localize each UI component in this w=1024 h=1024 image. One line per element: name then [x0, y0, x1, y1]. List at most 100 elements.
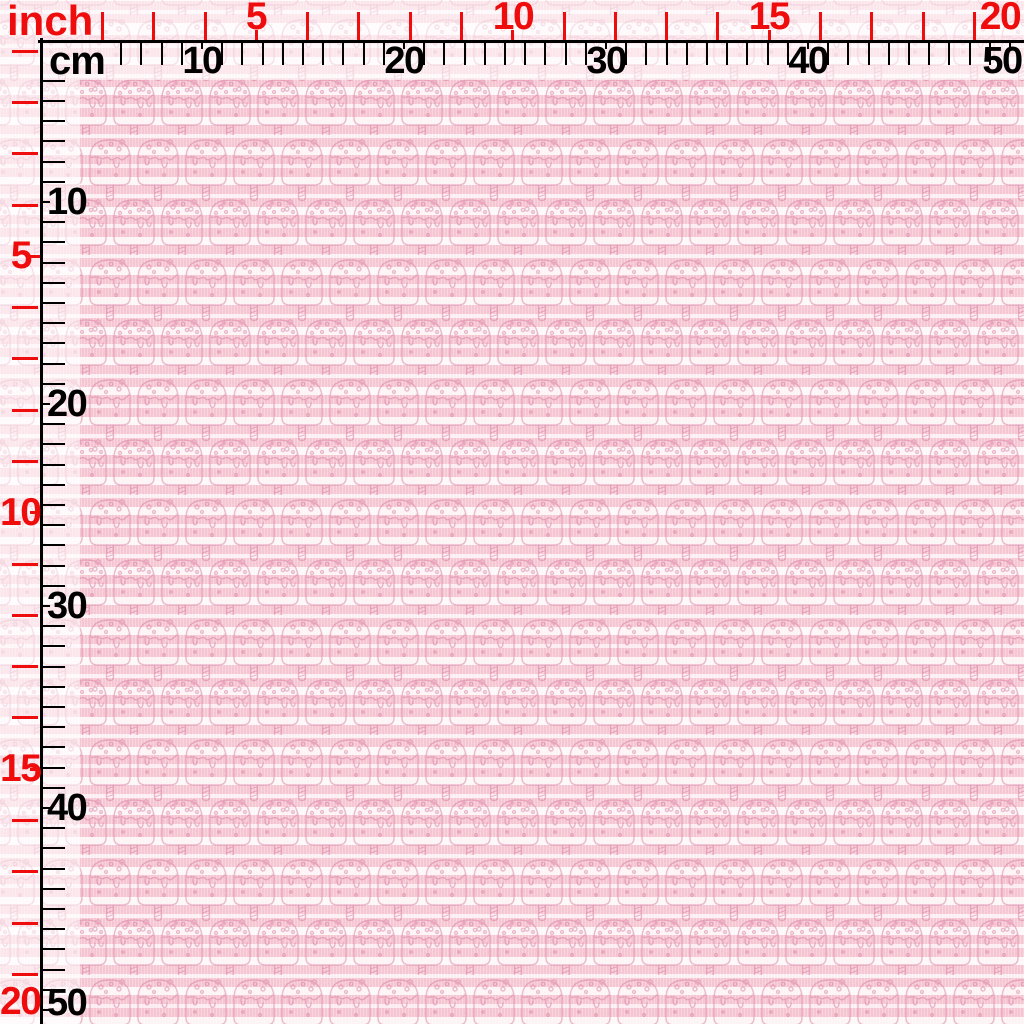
top-cm-tick	[706, 43, 708, 65]
top-cm-tick	[565, 43, 567, 65]
left-cm-tick	[42, 181, 65, 183]
left-cm-tick	[42, 262, 65, 264]
top-cm-tick	[504, 43, 506, 65]
top-cm-label: 10	[182, 40, 223, 82]
left-cm-tick	[42, 221, 65, 223]
left-inch-tick	[12, 50, 38, 53]
top-inch-tick	[819, 12, 822, 40]
top-cm-tick	[787, 43, 789, 65]
top-inch-tick	[563, 12, 566, 40]
left-cm-label: 30	[47, 585, 88, 627]
top-inch-tick	[152, 12, 155, 40]
top-cm-tick	[928, 43, 930, 65]
left-cm-tick	[42, 342, 65, 344]
top-cm-tick	[726, 43, 728, 65]
top-cm-tick	[221, 43, 223, 65]
top-cm-tick	[363, 43, 365, 65]
top-cm-tick	[989, 43, 991, 65]
left-cm-tick	[42, 746, 65, 748]
left-inch-tick	[12, 101, 38, 104]
top-cm-tick	[645, 43, 647, 65]
left-cm-tick	[42, 544, 65, 546]
left-inch-tick	[12, 357, 38, 360]
left-cm-tick	[42, 302, 65, 304]
left-cm-major-tick	[41, 403, 50, 405]
top-cm-tick	[847, 43, 849, 65]
top-cm-tick	[302, 43, 304, 65]
top-cm-tick	[868, 43, 870, 65]
left-inch-tick	[12, 716, 38, 719]
left-inch-tick	[12, 973, 38, 976]
top-cm-tick	[383, 43, 385, 65]
left-cm-major-tick	[41, 1009, 50, 1011]
top-cm-tick	[262, 43, 264, 65]
top-inch-tick	[716, 12, 719, 40]
left-cm-tick	[42, 565, 65, 567]
top-cm-label: 20	[384, 40, 425, 82]
left-cm-tick	[42, 140, 65, 142]
left-cm-label: 10	[47, 181, 88, 223]
left-cm-tick	[42, 100, 65, 102]
top-cm-major-tick	[403, 43, 405, 49]
left-cm-tick	[42, 908, 65, 910]
cm-unit-label: cm	[49, 39, 106, 83]
left-inch-major-tick	[30, 511, 40, 514]
left-cm-tick	[42, 827, 65, 829]
top-cm-tick	[241, 43, 243, 65]
left-cm-tick	[42, 464, 65, 466]
top-cm-tick	[969, 43, 971, 65]
left-cm-label: 50	[47, 982, 88, 1024]
left-inch-tick	[12, 870, 38, 873]
left-cm-tick	[42, 161, 65, 163]
left-inch-tick	[12, 152, 38, 155]
left-cm-major-tick	[41, 807, 50, 809]
left-inch-tick	[12, 665, 38, 668]
top-inch-tick	[204, 12, 207, 40]
top-cm-tick	[464, 43, 466, 65]
top-cm-tick	[686, 43, 688, 65]
left-cm-tick	[42, 989, 65, 991]
top-cm-tick	[625, 43, 627, 65]
top-cm-label: 50	[982, 40, 1023, 82]
left-inch-tick	[12, 922, 38, 925]
left-cm-label: 40	[47, 787, 88, 829]
left-cm-tick	[42, 868, 65, 870]
left-inch-label: 20	[0, 980, 42, 1023]
top-cm-tick	[342, 43, 344, 65]
left-cm-tick	[42, 948, 65, 950]
left-cm-major-tick	[41, 201, 50, 203]
top-inch-label: 10	[492, 0, 535, 38]
left-cm-tick	[42, 443, 65, 445]
left-cm-major-tick	[41, 605, 50, 607]
top-inch-tick	[101, 12, 104, 40]
top-cm-tick	[888, 43, 890, 65]
left-cm-tick	[42, 120, 65, 122]
top-cm-tick	[948, 43, 950, 65]
top-inch-label: 20	[979, 0, 1022, 38]
top-cm-tick	[120, 43, 122, 65]
left-ruler-baseline	[40, 38, 43, 1024]
top-inch-label: 5	[245, 0, 268, 38]
left-inch-label: 5	[10, 234, 33, 277]
left-inch-label: 15	[0, 747, 42, 790]
top-cm-tick	[585, 43, 587, 65]
left-cm-tick	[42, 726, 65, 728]
top-cm-label: 40	[788, 40, 829, 82]
top-inch-tick	[922, 12, 925, 40]
left-inch-tick	[12, 306, 38, 309]
top-cm-tick	[161, 43, 163, 65]
top-inch-tick	[409, 12, 412, 40]
top-cm-major-tick	[1009, 43, 1011, 49]
left-cm-tick	[42, 787, 65, 789]
top-cm-major-tick	[605, 43, 607, 49]
top-cm-tick	[767, 43, 769, 65]
top-inch-major-tick	[511, 30, 514, 40]
left-cm-tick	[42, 585, 65, 587]
left-inch-major-tick	[30, 768, 40, 771]
left-cm-tick	[42, 686, 65, 688]
left-cm-tick	[42, 504, 65, 506]
left-cm-tick	[42, 969, 65, 971]
left-inch-tick	[12, 819, 38, 822]
